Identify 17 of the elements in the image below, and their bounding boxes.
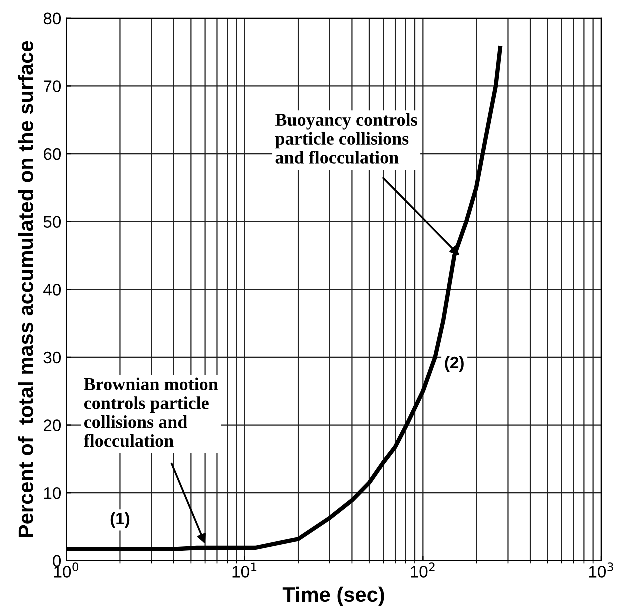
y-tick-label: 80	[44, 12, 62, 25]
y-tick-label: 50	[44, 216, 62, 228]
annotation: Buoyancy controls particle collisions and flocculation	[275, 113, 418, 164]
y-axis-title: Percent of total mass accumulated on the surface	[18, 41, 34, 538]
y-tick-label: 20	[44, 420, 62, 432]
x-tick-label: 10$^{1}$	[232, 562, 257, 578]
y-tick-label: 70	[44, 80, 62, 92]
x-tick-label: 10$^{3}$	[589, 562, 614, 578]
annotation: (1)	[110, 512, 130, 528]
x-tick-label: 10$^{2}$	[411, 562, 435, 578]
annotation: (2)	[445, 356, 464, 372]
y-tick-label: 30	[44, 352, 62, 364]
y-tick-label: 40	[44, 284, 62, 296]
x-axis-title: Time (sec)	[282, 586, 384, 606]
y-tick-label: 60	[44, 148, 62, 160]
y-tick-label: 10	[44, 487, 62, 500]
annotation: Brownian motion controls particle collisions and flocculation	[84, 378, 218, 448]
